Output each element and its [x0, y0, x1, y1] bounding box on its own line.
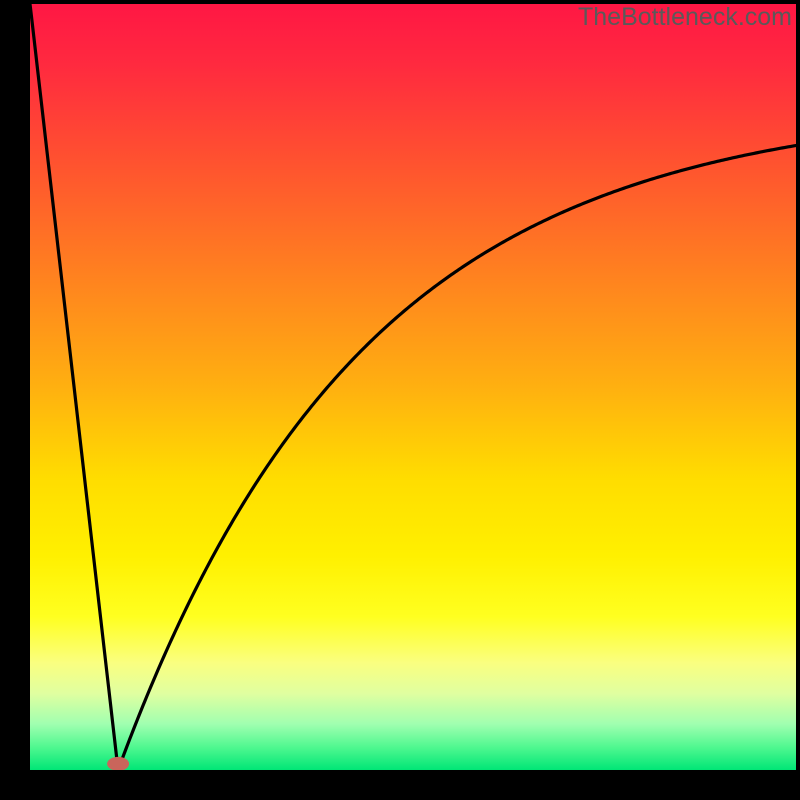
curve-layer [30, 4, 796, 770]
bottleneck-curve [30, 4, 796, 770]
optimum-marker [107, 757, 129, 770]
watermark-text: TheBottleneck.com [578, 3, 792, 32]
plot-area [30, 4, 796, 770]
